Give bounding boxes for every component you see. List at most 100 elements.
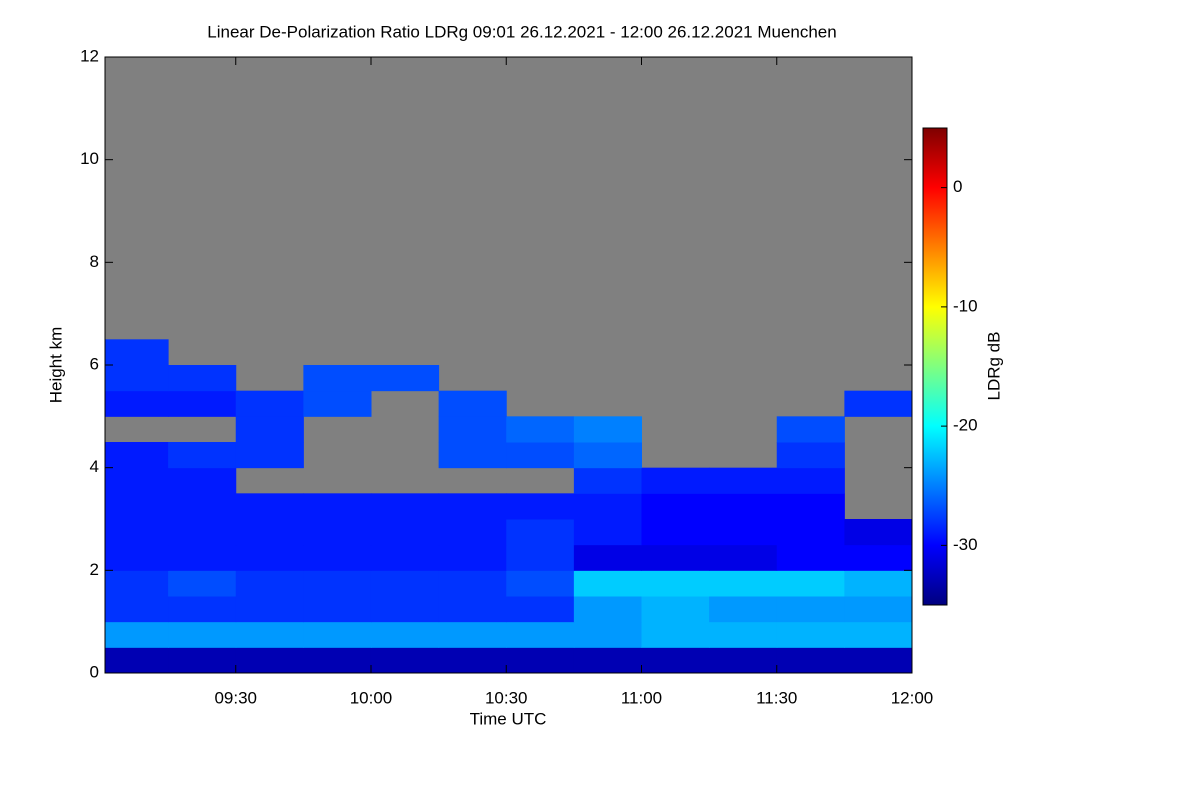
heatmap — [105, 339, 913, 674]
heat-cell — [573, 621, 642, 648]
heat-cell — [168, 647, 237, 674]
heat-cell — [844, 519, 913, 546]
heat-cell — [844, 570, 913, 597]
y-axis-label: Height km — [46, 327, 65, 404]
heat-cell — [105, 647, 169, 674]
heat-cell — [776, 493, 845, 520]
heat-cell — [105, 390, 169, 417]
heat-cell — [438, 544, 507, 571]
y-tick-label: 6 — [90, 354, 99, 373]
heat-cell — [370, 544, 440, 571]
heat-cell — [303, 493, 372, 520]
heat-cell — [168, 442, 237, 469]
heat-cell — [105, 570, 169, 597]
heat-cell — [438, 442, 507, 469]
heat-cell — [370, 596, 440, 623]
heat-cell — [370, 365, 440, 392]
heat-cell — [573, 467, 642, 494]
heat-cell — [844, 596, 913, 623]
heat-cell — [709, 493, 778, 520]
heat-cell — [506, 493, 575, 520]
heat-cell — [506, 596, 575, 623]
heat-cell — [438, 621, 507, 648]
heat-cell — [709, 647, 778, 674]
heat-cell — [641, 570, 710, 597]
heat-cell — [573, 544, 642, 571]
heat-cell — [370, 621, 440, 648]
heat-cell — [235, 416, 304, 443]
heat-cell — [168, 467, 237, 494]
heat-cell — [709, 544, 778, 571]
heat-cell — [168, 544, 237, 571]
x-tick-label: 11:30 — [756, 688, 797, 707]
heat-cell — [776, 621, 845, 648]
y-tick-label: 10 — [80, 149, 99, 168]
heat-cell — [235, 442, 304, 469]
heat-cell — [776, 416, 845, 443]
heat-cell — [573, 493, 642, 520]
x-axis-label: Time UTC — [470, 709, 547, 728]
heat-cell — [438, 596, 507, 623]
heat-cell — [235, 390, 304, 417]
heat-cell — [709, 570, 778, 597]
heat-cell — [844, 390, 913, 417]
heat-cell — [168, 519, 237, 546]
heat-cell — [105, 442, 169, 469]
y-tick-label: 2 — [90, 560, 99, 579]
heat-cell — [235, 621, 304, 648]
heat-cell — [303, 365, 372, 392]
heat-cell — [776, 519, 845, 546]
heat-cell — [370, 519, 440, 546]
heat-cell — [776, 570, 845, 597]
x-tick-label: 12:00 — [891, 688, 934, 707]
heat-cell — [168, 596, 237, 623]
heat-cell — [573, 416, 642, 443]
heat-cell — [506, 647, 575, 674]
x-tick-label: 11:00 — [621, 688, 662, 707]
heat-cell — [438, 519, 507, 546]
heat-cell — [105, 596, 169, 623]
heat-cell — [438, 570, 507, 597]
x-tick-label: 10:30 — [485, 688, 528, 707]
heat-cell — [776, 544, 845, 571]
heat-cell — [709, 519, 778, 546]
heat-cell — [641, 647, 710, 674]
heat-cell — [641, 493, 710, 520]
heat-cell — [168, 390, 237, 417]
colorbar-tick-label: -30 — [953, 535, 978, 554]
colorbar-label: LDRg dB — [984, 332, 1003, 401]
heat-cell — [506, 544, 575, 571]
heat-cell — [844, 544, 913, 571]
heat-cell — [235, 647, 304, 674]
heat-cell — [303, 570, 372, 597]
chart-title: Linear De-Polarization Ratio LDRg 09:01 … — [207, 22, 836, 41]
heat-cell — [105, 544, 169, 571]
heat-cell — [105, 365, 169, 392]
heat-cell — [438, 390, 507, 417]
heat-cell — [776, 596, 845, 623]
x-tick-label: 10:00 — [350, 688, 393, 707]
heat-cell — [641, 467, 710, 494]
heat-cell — [105, 519, 169, 546]
heat-cell — [168, 493, 237, 520]
heat-cell — [168, 621, 237, 648]
heat-cell — [709, 467, 778, 494]
heat-cell — [573, 647, 642, 674]
heat-cell — [573, 570, 642, 597]
heat-cell — [506, 621, 575, 648]
heat-cell — [573, 596, 642, 623]
heat-cell — [506, 570, 575, 597]
heat-cell — [641, 519, 710, 546]
x-tick-label: 09:30 — [214, 688, 257, 707]
y-tick-label: 12 — [80, 46, 99, 65]
heat-cell — [776, 442, 845, 469]
heat-cell — [303, 544, 372, 571]
colorbar — [922, 127, 948, 606]
heat-cell — [641, 596, 710, 623]
colorbar-tick-label: -10 — [953, 296, 978, 315]
heat-cell — [303, 519, 372, 546]
heat-cell — [506, 519, 575, 546]
heat-cell — [303, 596, 372, 623]
heat-cell — [438, 493, 507, 520]
